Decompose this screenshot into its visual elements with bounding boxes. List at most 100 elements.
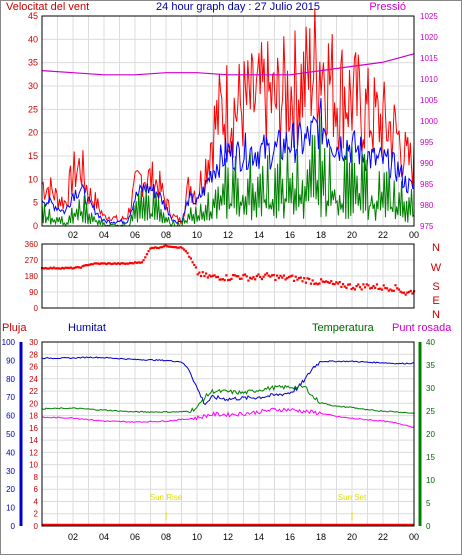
x-tick-label: 14	[254, 532, 264, 542]
direction-point	[161, 246, 164, 249]
direction-point	[101, 262, 105, 265]
direction-point	[279, 274, 282, 277]
direction-point	[336, 282, 340, 285]
direction-point	[61, 266, 64, 270]
direction-point	[240, 277, 243, 280]
direction-point	[262, 275, 265, 278]
direction-point	[267, 274, 270, 277]
y-tick-label-pressure: 1025	[420, 12, 438, 21]
direction-point	[394, 284, 397, 287]
direction-point	[321, 280, 324, 283]
direction-point	[245, 275, 248, 278]
direction-point	[257, 273, 260, 276]
direction-point	[201, 271, 204, 274]
direction-point	[284, 278, 287, 281]
direction-point	[83, 264, 86, 267]
direction-point	[189, 257, 192, 260]
x-tick-label: 22	[378, 532, 388, 542]
direction-point	[123, 262, 127, 265]
dewpoint-label: Punt rosada	[392, 322, 452, 334]
direction-point	[86, 264, 89, 267]
direction-point	[184, 250, 187, 253]
direction-point	[206, 276, 209, 279]
direction-point	[323, 280, 326, 284]
y-tick-label-temperature: 25	[426, 407, 435, 416]
direction-point	[375, 283, 378, 286]
direction-point	[387, 289, 390, 292]
x-tick-label: 02	[68, 230, 78, 240]
wind-speed-label: Velocitat del vent	[6, 1, 89, 13]
compass-label: N	[432, 309, 440, 321]
direction-point	[68, 266, 71, 270]
direction-point	[46, 267, 49, 270]
y-tick-label-rain: 6	[34, 485, 39, 494]
direction-point	[237, 275, 240, 278]
x-tick-label: 10	[192, 532, 202, 542]
direction-point	[194, 266, 198, 269]
rain-label: Pluja	[2, 322, 27, 334]
direction-point	[352, 286, 355, 290]
direction-point	[401, 291, 404, 294]
x-tick-label: 00	[409, 532, 419, 542]
direction-point	[57, 267, 61, 270]
direction-point	[328, 281, 331, 285]
y-tick-label-temperature: 10	[426, 476, 435, 485]
x-tick-label: 16	[285, 230, 295, 240]
direction-point	[152, 246, 155, 250]
temperature-label: Temperatura	[312, 322, 375, 334]
y-tick-label-pressure: 1010	[420, 75, 438, 84]
direction-point	[338, 281, 341, 284]
direction-point	[303, 277, 306, 280]
direction-point	[272, 274, 275, 277]
y-tick-label-humidity: 40	[6, 448, 15, 457]
direction-point	[411, 292, 414, 295]
y-tick-label-direction: 90	[29, 288, 38, 297]
y-tick-label-rain: 16	[29, 424, 38, 433]
direction-point	[341, 282, 345, 286]
sunrise-label: Sun Rise	[150, 493, 183, 502]
direction-point	[276, 274, 279, 277]
y-tick-label-pressure: 1020	[420, 33, 438, 42]
direction-point	[174, 246, 177, 249]
direction-point	[308, 277, 311, 281]
direction-point	[309, 282, 313, 285]
y-tick-label-direction: 180	[25, 272, 39, 281]
direction-point	[282, 274, 285, 277]
direction-point	[232, 273, 235, 277]
direction-point	[130, 262, 133, 265]
y-tick-label-rain: 24	[29, 375, 38, 384]
y-tick-label-wind: 30	[28, 81, 38, 91]
x-tick-label: 08	[161, 532, 171, 542]
direction-point	[392, 289, 395, 292]
direction-point	[247, 279, 250, 282]
y-tick-label-rain: 30	[29, 338, 38, 347]
direction-point	[100, 262, 103, 265]
x-tick-label: 06	[130, 532, 140, 542]
temperature-line	[41, 384, 415, 415]
pressure-label: Pressió	[369, 1, 406, 13]
direction-point	[314, 282, 318, 285]
graph-title: 24 hour graph day : 27 Julio 2015	[156, 1, 320, 13]
direction-point	[325, 280, 328, 283]
direction-point	[154, 246, 157, 249]
x-tick-label: 12	[223, 532, 233, 542]
direction-point	[120, 262, 123, 265]
y-tick-label-wind: 20	[28, 128, 38, 138]
y-tick-label-pressure: 985	[420, 180, 434, 189]
x-tick-label: 10	[192, 230, 202, 240]
direction-point	[110, 262, 113, 266]
direction-point	[196, 273, 199, 276]
direction-point	[205, 272, 208, 275]
direction-point	[71, 267, 74, 270]
direction-point	[103, 262, 106, 265]
y-tick-label-pressure: 980	[420, 201, 434, 210]
plot-frame-wind	[41, 15, 415, 227]
direction-point	[188, 255, 191, 258]
y-tick-label-rain: 8	[34, 473, 39, 482]
direction-point	[203, 274, 206, 278]
direction-point	[208, 274, 211, 277]
direction-point	[397, 288, 400, 291]
direction-point	[49, 266, 52, 269]
direction-point	[181, 247, 184, 250]
y-tick-label-humidity: 20	[6, 485, 15, 494]
